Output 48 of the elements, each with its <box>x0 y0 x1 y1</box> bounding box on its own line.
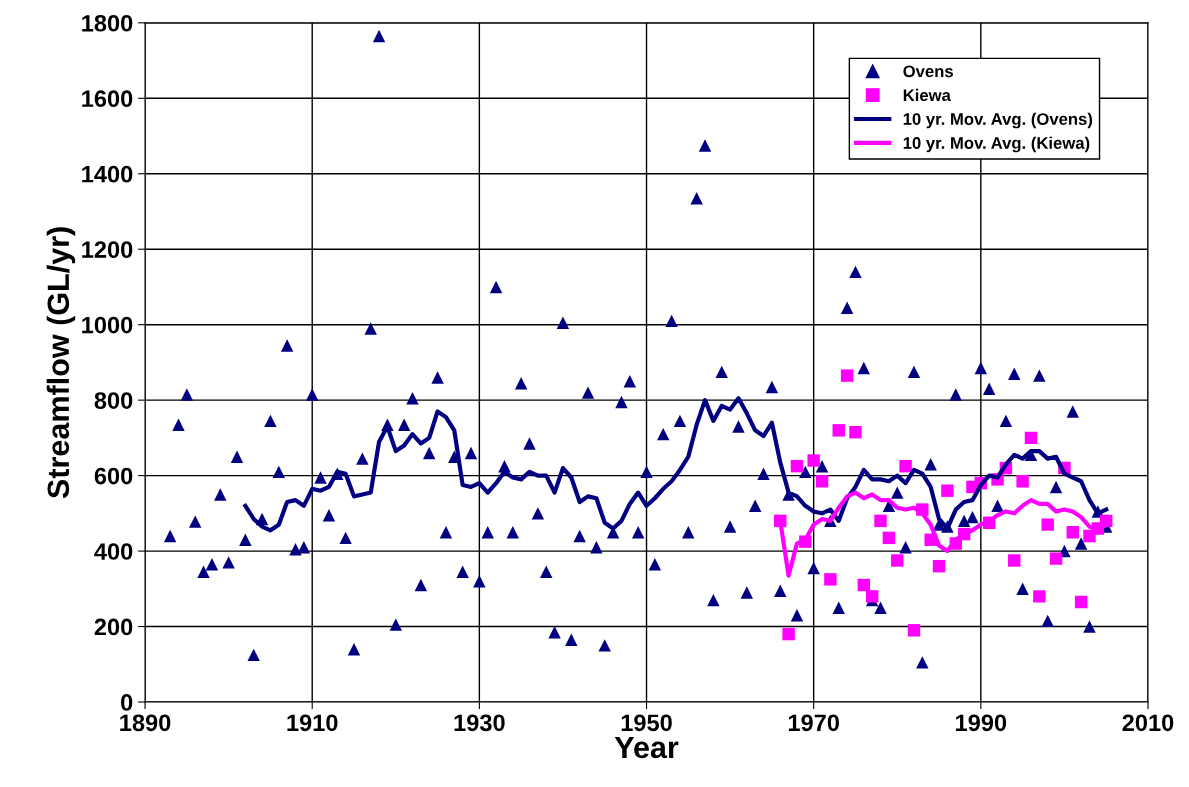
point <box>907 624 921 637</box>
point <box>782 627 795 641</box>
point <box>891 554 904 567</box>
point <box>865 590 879 603</box>
point <box>857 578 871 592</box>
legend-label: Kiewa <box>903 88 951 102</box>
y-tick-label: 600 <box>94 467 133 485</box>
point <box>1008 554 1021 567</box>
y-tick-label: 800 <box>94 392 133 409</box>
x-tick-label: 2010 <box>1122 714 1174 732</box>
y-tick-label: 200 <box>94 618 133 636</box>
point <box>1041 518 1054 531</box>
legend-label: 10 yr. Mov. Avg. (Kiewa) <box>903 136 1090 153</box>
point <box>824 573 837 586</box>
point <box>807 454 820 467</box>
point <box>1016 475 1029 488</box>
point <box>882 531 896 545</box>
y-tick-label: 1800 <box>82 14 133 32</box>
point <box>840 369 854 382</box>
point <box>1049 552 1063 565</box>
point <box>1024 431 1038 445</box>
x-tick-label: 1930 <box>454 714 505 732</box>
point <box>941 484 954 497</box>
point <box>849 426 862 439</box>
y-tick-label: 1600 <box>82 90 133 108</box>
x-axis-title: Year <box>614 736 679 759</box>
y-axis-title: Streamflow (GL/yr) <box>46 227 76 499</box>
point <box>899 459 912 473</box>
point <box>1033 590 1046 603</box>
x-tick-label: 1890 <box>120 714 171 732</box>
x-tick-label: 1910 <box>287 714 338 732</box>
point <box>1066 526 1079 539</box>
y-tick-label: 1200 <box>82 241 133 258</box>
legend-label: Ovens <box>903 65 953 78</box>
point <box>874 514 887 528</box>
x-tick-label: 1990 <box>956 714 1007 732</box>
y-tick-label: 400 <box>94 543 133 560</box>
y-tick-label: 1400 <box>82 165 133 183</box>
y-tick-label: 1000 <box>82 316 133 334</box>
point <box>790 459 804 473</box>
point <box>815 475 829 488</box>
x-tick-label: 1970 <box>788 714 839 732</box>
x-tick-label: 1950 <box>621 714 672 732</box>
legend-label: 10 yr. Mov. Avg. (Ovens) <box>903 112 1093 129</box>
y-tick-label: 0 <box>121 694 133 711</box>
point <box>832 424 845 437</box>
point <box>1074 595 1088 609</box>
point <box>932 559 946 573</box>
